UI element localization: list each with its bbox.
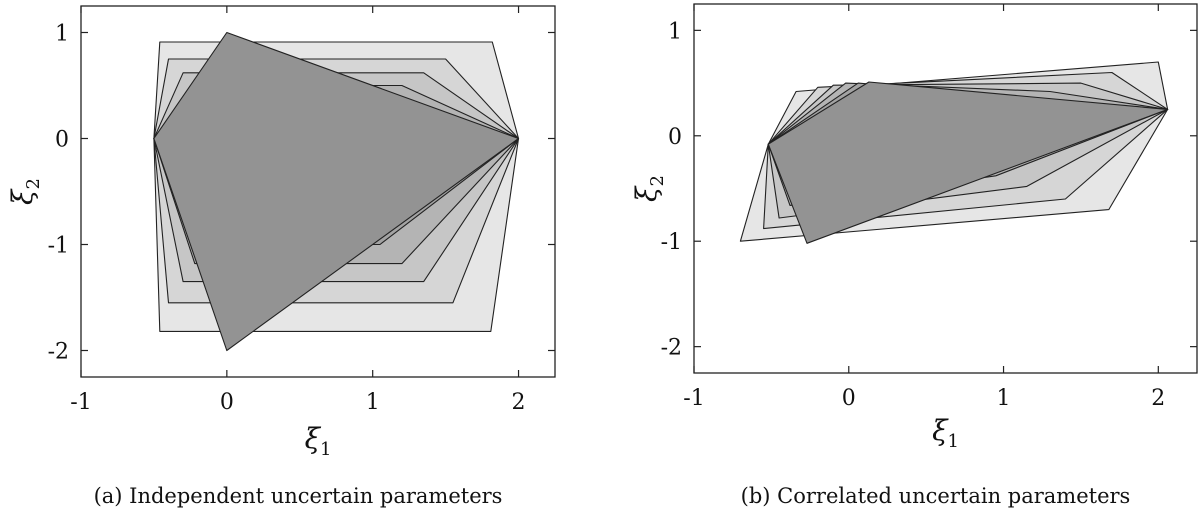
y-tick-label: 0 (55, 128, 69, 153)
y-tick-label: -2 (661, 336, 682, 361)
x-axis-label-subscript: 1 (320, 439, 331, 460)
plot-frame (80, 5, 556, 378)
x-tick-label: 2 (512, 390, 526, 415)
y-axis-label: ξ2 (630, 175, 668, 202)
x-axis-label: ξ1 (305, 422, 332, 460)
x-tick-label: -1 (683, 386, 704, 411)
y-tick-label: 1 (55, 22, 69, 47)
x-tick-label: -1 (70, 390, 91, 415)
panel-caption: (a) Independent uncertain parameters (94, 484, 503, 508)
y-axis-label-subscript: 2 (647, 175, 668, 186)
x-tick-label: 0 (220, 390, 234, 415)
x-tick-label: 1 (997, 386, 1011, 411)
region-polygon-5 (767, 81, 1169, 244)
y-tick-label: -1 (661, 230, 682, 255)
x-tick-label: 2 (1151, 386, 1165, 411)
x-tick-label: 0 (842, 386, 856, 411)
y-tick-label: -2 (48, 340, 69, 365)
x-axis-label: ξ1 (932, 414, 959, 452)
panel-caption: (b) Correlated uncertain parameters (741, 484, 1131, 508)
y-axis-label-subscript: 2 (23, 178, 44, 189)
y-axis-label: ξ2 (6, 178, 44, 205)
y-tick-label: 1 (668, 19, 682, 44)
region-polygon-5 (153, 31, 520, 352)
y-tick-label: -1 (48, 234, 69, 259)
plot-frame (693, 3, 1198, 374)
x-axis-label-subscript: 1 (947, 431, 958, 452)
x-tick-label: 1 (366, 390, 380, 415)
y-tick-label: 0 (668, 125, 682, 150)
